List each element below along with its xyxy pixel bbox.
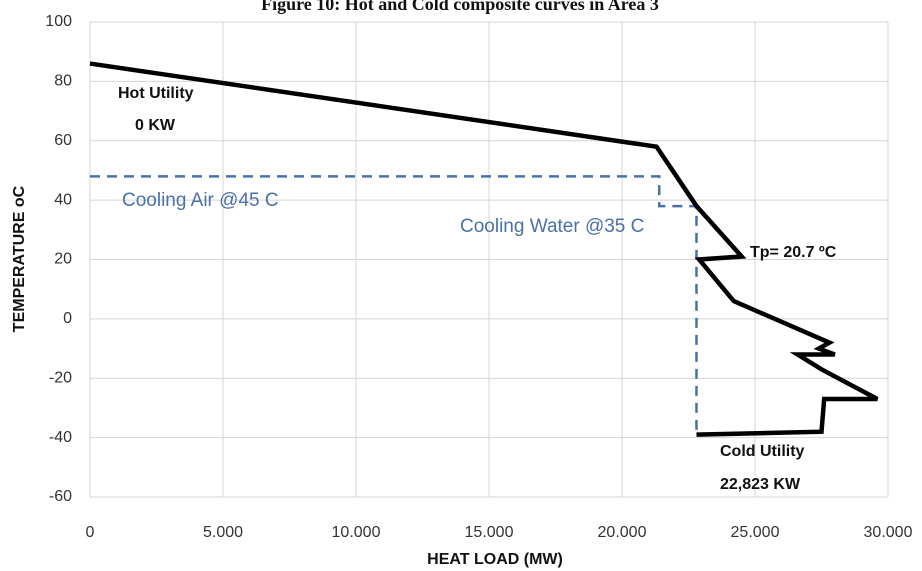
x-tick-label: 30.000 [864,524,913,541]
annotation: 22,823 KW [720,476,801,493]
x-tick-label: 15.000 [465,524,514,541]
x-axis-label: HEAT LOAD (MW) [427,551,563,568]
y-tick-label: 80 [54,73,72,90]
annotation: 0 KW [135,117,176,134]
x-tick-label: 25.000 [731,524,780,541]
x-tick-label: 20.000 [598,524,647,541]
chart-title: Figure 10: Hot and Cold composite curves… [261,0,659,14]
series-line [89,61,879,437]
annotation: Cold Utility [720,443,805,460]
x-tick-label: 10.000 [332,524,381,541]
series-line [90,175,698,432]
y-tick-label: -60 [49,488,72,505]
x-tick-label: 0 [86,524,95,541]
annotation: Cooling Air @45 C [122,190,279,211]
y-tick-label: -20 [49,369,72,386]
y-tick-label: -40 [49,429,72,446]
x-tick-label: 5.000 [203,524,243,541]
annotation: Hot Utility [118,85,194,102]
y-tick-label: 100 [45,13,72,30]
y-tick-label: 20 [54,251,72,268]
y-tick-label: 40 [54,191,72,208]
y-tick-label: 60 [54,132,72,149]
annotation: Cooling Water @35 C [460,216,644,237]
y-tick-label: 0 [63,310,72,327]
y-axis-label: TEMPERATURE oC [11,185,28,332]
annotation: Tp= 20.7 ºC [750,244,837,261]
